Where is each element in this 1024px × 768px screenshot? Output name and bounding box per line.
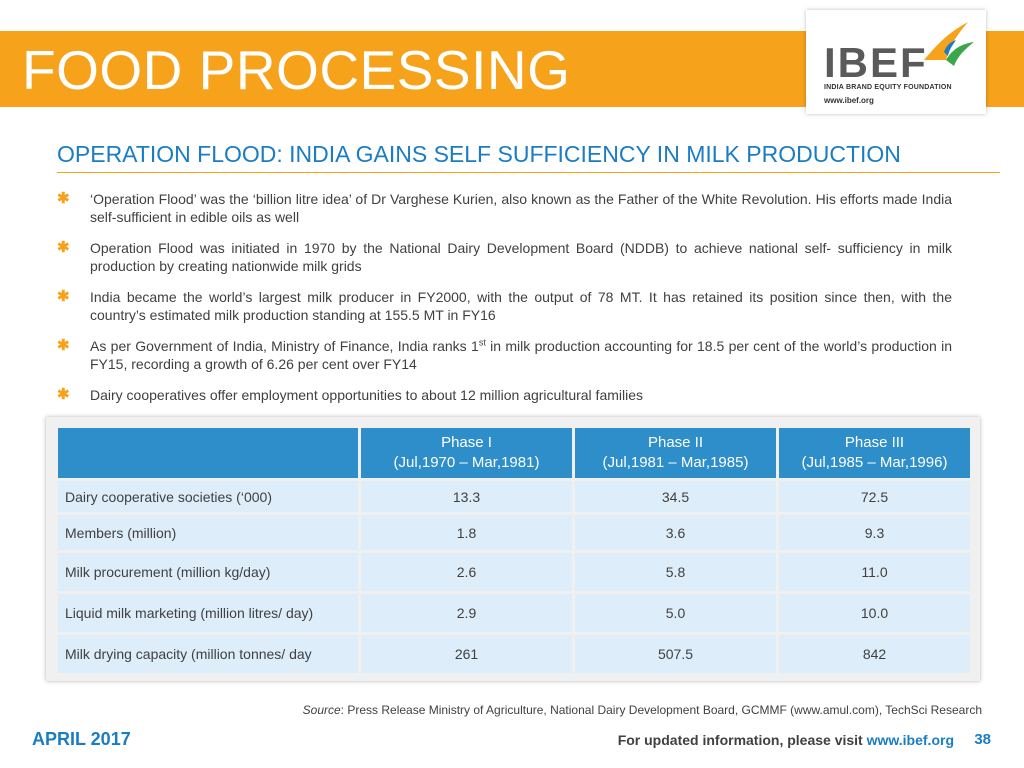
table-header-cell	[58, 428, 358, 478]
row-label: Members (million)	[58, 515, 358, 550]
milk-phases-table: Phase I (Jul,1970 – Mar,1981) Phase II (Ju…	[55, 425, 973, 676]
asterisk-bullet-icon: ✱	[57, 239, 70, 256]
table-header-cell: Phase II (Jul,1981 – Mar,1985)	[575, 428, 776, 478]
subtitle-divider	[57, 172, 1000, 173]
bullet-item: ✱ ‘Operation Flood’ was the ‘billion litr…	[57, 190, 952, 225]
table-cell: 5.0	[575, 594, 776, 632]
logo-tagline: INDIA BRAND EQUITY FOUNDATION	[824, 84, 952, 91]
asterisk-bullet-icon: ✱	[57, 288, 70, 305]
table-cell: 3.6	[575, 515, 776, 550]
row-label: Milk procurement (million kg/day)	[58, 553, 358, 591]
table-cell: 507.5	[575, 635, 776, 673]
table-cell: 842	[779, 635, 970, 673]
asterisk-bullet-icon: ✱	[57, 386, 70, 403]
asterisk-bullet-icon: ✱	[57, 337, 70, 354]
ibef-logo: IBEF INDIA BRAND EQUITY FOUNDATION www.i…	[806, 10, 986, 114]
table-cell: 34.5	[575, 481, 776, 512]
table-cell: 261	[361, 635, 572, 673]
table-row: Liquid milk marketing (million litres/ d…	[58, 594, 970, 632]
milk-phases-table-container: Phase I (Jul,1970 – Mar,1981) Phase II (Ju…	[46, 417, 980, 681]
logo-wordmark: IBEF	[824, 39, 928, 86]
table-header-cell: Phase I (Jul,1970 – Mar,1981)	[361, 428, 572, 478]
row-label: Liquid milk marketing (million litres/ d…	[58, 594, 358, 632]
table-row: Dairy cooperative societies (‘000) 13.3 …	[58, 481, 970, 512]
table-cell: 10.0	[779, 594, 970, 632]
bullet-list: ✱ ‘Operation Flood’ was the ‘billion litr…	[57, 190, 952, 417]
table-cell: 2.9	[361, 594, 572, 632]
section-subtitle: OPERATION FLOOD: INDIA GAINS SELF SUFFIC…	[57, 141, 901, 167]
row-label: Dairy cooperative societies (‘000)	[58, 481, 358, 512]
table-cell: 72.5	[779, 481, 970, 512]
footer-link[interactable]: www.ibef.org	[866, 732, 954, 748]
table-cell: 9.3	[779, 515, 970, 550]
table-row: Members (million) 1.8 3.6 9.3	[58, 515, 970, 550]
footer-info: For updated information, please visit ww…	[617, 732, 954, 748]
row-label: Milk drying capacity (million tonnes/ da…	[58, 635, 358, 673]
table-cell: 11.0	[779, 553, 970, 591]
table-cell: 13.3	[361, 481, 572, 512]
logo-url: www.ibef.org	[824, 96, 874, 105]
asterisk-bullet-icon: ✱	[57, 190, 70, 207]
bullet-item: ✱ India became the world’s largest milk p…	[57, 288, 952, 323]
bullet-item: ✱ Operation Flood was initiated in 1970 b…	[57, 239, 952, 274]
page-title: FOOD PROCESSING	[22, 39, 571, 101]
table-cell: 1.8	[361, 515, 572, 550]
table-cell: 5.8	[575, 553, 776, 591]
table-row: Milk procurement (million kg/day) 2.6 5.…	[58, 553, 970, 591]
table-header-cell: Phase III (Jul,1985 – Mar,1996)	[779, 428, 970, 478]
bullet-item: ✱ Dairy cooperatives offer employment opp…	[57, 386, 644, 403]
source-note: Source: Press Release Ministry of Agricu…	[302, 703, 982, 717]
page-number: 38	[974, 731, 991, 748]
bird-logo-icon	[924, 22, 974, 66]
bullet-item: ✱ As per Government of India, Ministry of…	[57, 337, 952, 372]
table-header-row: Phase I (Jul,1970 – Mar,1981) Phase II (Ju…	[58, 428, 970, 478]
table-cell: 2.6	[361, 553, 572, 591]
footer-date: APRIL 2017	[32, 729, 131, 749]
table-row: Milk drying capacity (million tonnes/ da…	[58, 635, 970, 673]
